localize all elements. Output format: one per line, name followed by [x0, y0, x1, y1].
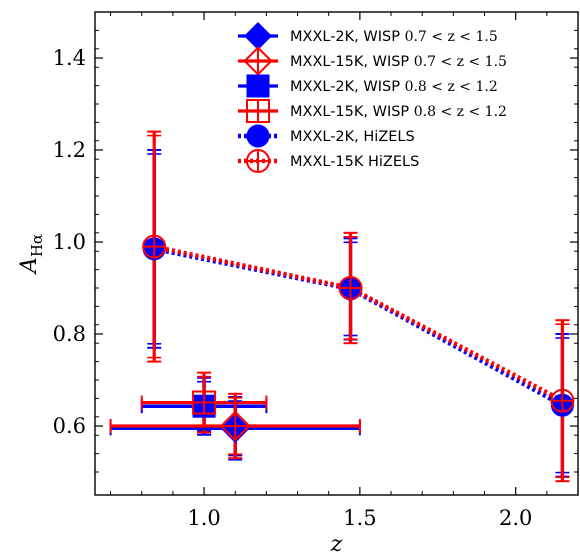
- legend-label-name: MXXL-15K HiZELS: [290, 154, 419, 170]
- y-tick-label: 0.8: [53, 322, 86, 346]
- legend-item-3: MXXL-15K, WISP 0.8 < z < 1.2: [238, 99, 507, 123]
- y-tick-label: 1.4: [53, 46, 86, 70]
- y-tick-label: 1.0: [53, 230, 86, 254]
- y-axis-label-main: A: [17, 257, 42, 275]
- legend-label-range: 0.7 < z < 1.5: [405, 29, 498, 45]
- legend-label-range: 0.8 < z < 1.2: [414, 104, 507, 120]
- x-tick-label: 2.0: [499, 506, 532, 530]
- legend-item-4: MXXL-2K, HiZELS: [238, 124, 415, 148]
- legend-label-range: 0.7 < z < 1.5: [414, 54, 507, 70]
- series-line-4: [153, 246, 564, 408]
- y-axis-label: AHα: [17, 234, 46, 275]
- y-tick-label: 1.2: [53, 138, 86, 162]
- legend-label-name: MXXL-15K, WISP: [290, 54, 414, 70]
- x-tick-label: 1.0: [187, 506, 220, 530]
- legend-label: MXXL-2K, WISP 0.8 < z < 1.2: [290, 79, 498, 95]
- y-axis-label-subscript: Hα: [28, 234, 46, 257]
- legend-label: MXXL-2K, HiZELS: [290, 129, 415, 145]
- legend-label-name: MXXL-15K, WISP: [290, 104, 414, 120]
- legend-label: MXXL-15K HiZELS: [290, 154, 419, 170]
- legend-label: MXXL-2K, WISP 0.7 < z < 1.5: [290, 29, 498, 45]
- y-tick-label: 0.6: [53, 414, 86, 438]
- plot-frame: [94, 11, 579, 496]
- marker-diamond: [243, 21, 273, 51]
- legend-item-2: MXXL-2K, WISP 0.8 < z < 1.2: [238, 74, 498, 98]
- x-axis-label: z: [330, 532, 343, 556]
- legend-label: MXXL-15K, WISP 0.7 < z < 1.5: [290, 54, 507, 70]
- plot-area: [109, 130, 575, 483]
- legend-label-name: MXXL-2K, WISP: [290, 79, 405, 95]
- legend-item-0: MXXL-2K, WISP 0.7 < z < 1.5: [238, 21, 498, 51]
- legend-label-range: 0.8 < z < 1.2: [405, 79, 498, 95]
- axis-ticks: 1.0 1.5 2.0 0.6 0.8 1.0 1.2 1.4: [53, 11, 579, 530]
- marker-circle: [246, 124, 270, 148]
- legend-label: MXXL-15K, WISP 0.8 < z < 1.2: [290, 104, 507, 120]
- legend-item-1: MXXL-15K, WISP 0.7 < z < 1.5: [238, 46, 507, 76]
- series-line-5: [153, 244, 564, 403]
- marker-square: [246, 74, 270, 98]
- x-tick-label: 1.5: [343, 506, 376, 530]
- legend-item-5: MXXL-15K HiZELS: [238, 149, 419, 173]
- legend-label-name: MXXL-2K, HiZELS: [290, 129, 415, 145]
- legend-label-name: MXXL-2K, WISP: [290, 29, 405, 45]
